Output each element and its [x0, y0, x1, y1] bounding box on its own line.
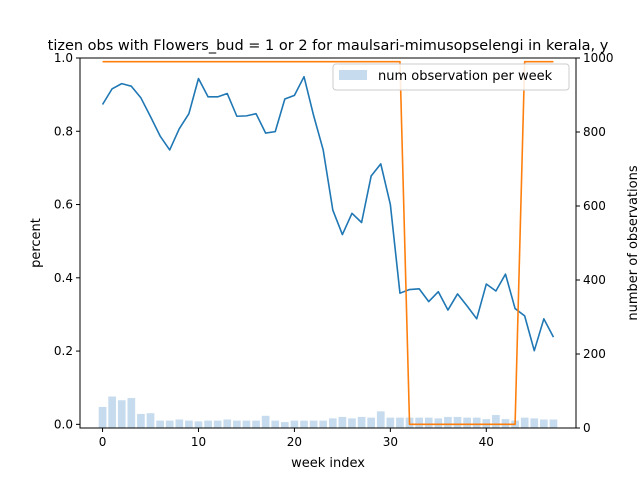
- y-tick-label-right: 1000: [583, 51, 614, 65]
- obs-bar: [386, 417, 395, 428]
- obs-bar: [530, 418, 539, 428]
- obs-bar: [98, 406, 107, 428]
- y-axis-label-left: percent: [29, 218, 44, 268]
- obs-bar: [204, 420, 212, 428]
- obs-bar: [290, 420, 299, 428]
- y-tick-label-right: 0: [583, 421, 591, 435]
- obs-bar: [319, 420, 328, 428]
- obs-bar: [242, 420, 251, 428]
- obs-bar: [117, 400, 126, 428]
- obs-bar: [108, 396, 116, 428]
- legend-swatch: [339, 70, 367, 80]
- series-lines: [101, 60, 555, 426]
- legend: num observation per week: [332, 63, 570, 91]
- y-tick-label-left: 0.8: [54, 124, 73, 138]
- obs-bar: [175, 419, 184, 428]
- obs-bar: [328, 418, 337, 428]
- obs-bar: [127, 398, 136, 428]
- observation-bars: [98, 396, 558, 428]
- obs-bar: [415, 417, 423, 428]
- obs-bar: [357, 416, 366, 428]
- x-tick-label: 30: [383, 435, 398, 449]
- x-tick-label: 0: [99, 435, 107, 449]
- obs-bar: [280, 422, 289, 428]
- obs-bar: [146, 413, 155, 428]
- y-tick-label-left: 0.6: [54, 198, 73, 212]
- y-tick-label-right: 400: [583, 273, 606, 287]
- y-tick-label-right: 800: [583, 125, 606, 139]
- x-axis: 0 10 20 30 40: [99, 428, 494, 449]
- observations-line: [102, 60, 554, 426]
- obs-bar: [463, 417, 471, 428]
- obs-bar: [520, 417, 529, 428]
- obs-bar: [271, 420, 280, 428]
- obs-bar: [367, 417, 376, 428]
- obs-bar: [348, 418, 356, 428]
- y-tick-label-right: 600: [583, 199, 606, 213]
- obs-bar: [261, 415, 270, 428]
- x-tick-label: 10: [191, 435, 206, 449]
- obs-bar: [300, 420, 308, 428]
- obs-bar: [472, 417, 481, 428]
- obs-bar: [233, 420, 241, 428]
- y-tick-label-left: 0.2: [54, 344, 73, 358]
- obs-bar: [434, 418, 443, 428]
- x-axis-label: week index: [291, 456, 365, 471]
- obs-bar: [396, 417, 404, 428]
- obs-bar: [165, 420, 174, 428]
- legend-box: [332, 63, 570, 91]
- y-tick-label-left: 0.4: [54, 271, 73, 285]
- y-axis-left: 0.0 0.2 0.4 0.6 0.8 1.0: [54, 51, 80, 431]
- y-tick-label-right: 200: [583, 347, 606, 361]
- obs-bar: [252, 420, 260, 428]
- obs-bar: [156, 420, 164, 428]
- obs-bar: [444, 416, 452, 428]
- percent-line: [101, 75, 555, 352]
- y-axis-right: 0 200 400 600 800 1000: [576, 51, 614, 435]
- y-tick-label-left: 0.0: [54, 417, 73, 431]
- obs-bar: [424, 417, 433, 428]
- obs-bar: [338, 416, 347, 428]
- obs-bar: [549, 419, 558, 428]
- obs-bar: [213, 420, 222, 428]
- obs-bar: [492, 415, 500, 428]
- obs-bar: [223, 419, 232, 428]
- obs-bar: [309, 420, 318, 428]
- obs-bar: [540, 419, 548, 428]
- plot-frame: [79, 57, 577, 429]
- obs-bar: [137, 413, 145, 428]
- obs-bar: [194, 421, 203, 428]
- obs-bar: [376, 411, 385, 428]
- legend-label: num observation per week: [378, 69, 553, 84]
- y-axis-label-right: number of observations: [626, 165, 640, 320]
- y-tick-label-left: 1.0: [54, 51, 73, 65]
- x-tick-label: 40: [479, 435, 494, 449]
- obs-bar: [185, 420, 193, 428]
- chart-title: tizen obs with Flowers_bud = 1 or 2 for …: [48, 38, 609, 54]
- obs-bar: [453, 416, 462, 428]
- x-tick-label: 20: [287, 435, 302, 449]
